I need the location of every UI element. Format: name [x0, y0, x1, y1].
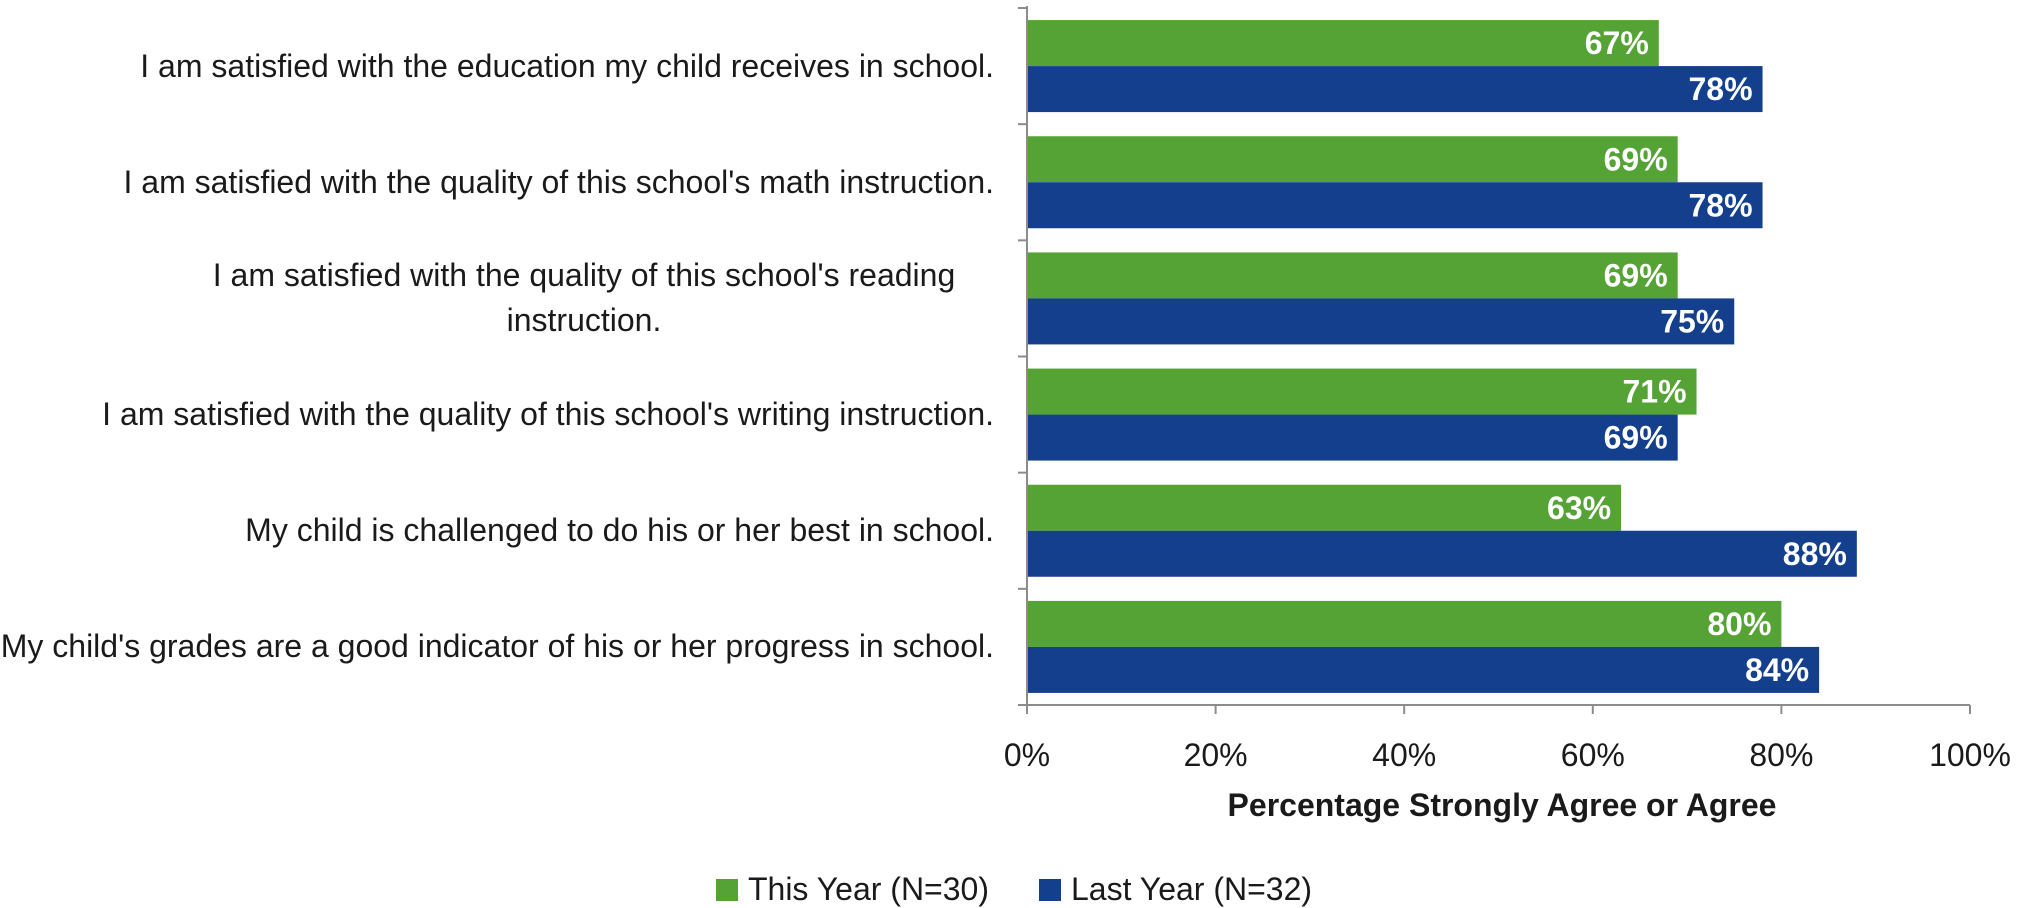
category-label-2: I am satisfied with the quality of this …: [123, 163, 995, 200]
legend-label-this-year: This Year (N=30): [747, 871, 989, 907]
legend-item-last-year: Last Year (N=32): [1038, 871, 1313, 908]
data-label-this-year-5: 63%: [1547, 490, 1611, 526]
x-tick-label: 80%: [1749, 737, 1813, 773]
bar-this-year-2: [1027, 136, 1678, 183]
data-label-last-year-2: 78%: [1688, 187, 1752, 223]
category-label-3: I am satisfied with the quality of this …: [212, 257, 956, 339]
bar-last-year-5: [1027, 530, 1857, 577]
data-label-last-year-4: 69%: [1604, 420, 1668, 456]
x-tick-label: 60%: [1561, 737, 1625, 773]
data-label-last-year-3: 75%: [1660, 303, 1724, 339]
category-label-6: My child's grades are a good indicator o…: [0, 628, 994, 665]
x-tick-label: 100%: [1929, 737, 2011, 773]
x-tick-label: 40%: [1372, 737, 1436, 773]
x-tick-label: 20%: [1184, 737, 1248, 773]
data-label-this-year-4: 71%: [1622, 374, 1686, 410]
legend-item-this-year: This Year (N=30): [715, 871, 989, 908]
bar-last-year-4: [1027, 414, 1678, 461]
data-label-this-year-1: 67%: [1585, 25, 1649, 61]
tick-labels-group: 0% 20% 40% 60% 80% 100%: [1004, 737, 2011, 773]
legend: This Year (N=30) Last Year (N=32): [0, 871, 2028, 908]
x-tick-label: 0%: [1004, 737, 1050, 773]
data-labels-group: 67% 78% 69% 78% 69% 75% 71% 69% 63% 88% 80% 84%: [1547, 25, 1847, 688]
data-label-last-year-1: 78%: [1688, 71, 1752, 107]
bar-last-year-3: [1027, 298, 1735, 345]
data-label-this-year-6: 80%: [1707, 606, 1771, 642]
data-label-last-year-6: 84%: [1745, 652, 1809, 688]
bar-last-year-1: [1027, 66, 1763, 113]
axes-group: [1018, 6, 1971, 714]
legend-swatch-last-year: [1038, 878, 1061, 901]
bar-last-year-6: [1027, 646, 1820, 693]
bar-this-year-3: [1027, 252, 1678, 299]
legend-swatch-this-year: [715, 878, 738, 901]
bar-this-year-4: [1027, 368, 1697, 415]
data-label-last-year-5: 88%: [1783, 536, 1847, 572]
bar-this-year-6: [1027, 600, 1782, 647]
category-label-5: My child is challenged to do his or her …: [245, 512, 994, 549]
category-label-1: I am satisfied with the education my chi…: [140, 47, 994, 84]
bar-this-year-5: [1027, 484, 1622, 531]
bar-this-year-1: [1027, 20, 1659, 67]
data-label-this-year-3: 69%: [1604, 257, 1668, 293]
data-label-this-year-2: 69%: [1604, 141, 1668, 177]
bars-group: [1027, 20, 1857, 693]
category-label-4: I am satisfied with the quality of this …: [102, 396, 994, 433]
bar-last-year-2: [1027, 182, 1763, 229]
legend-label-last-year: Last Year (N=32): [1070, 871, 1313, 907]
x-axis-title: Percentage Strongly Agree or Agree: [1227, 787, 1777, 823]
